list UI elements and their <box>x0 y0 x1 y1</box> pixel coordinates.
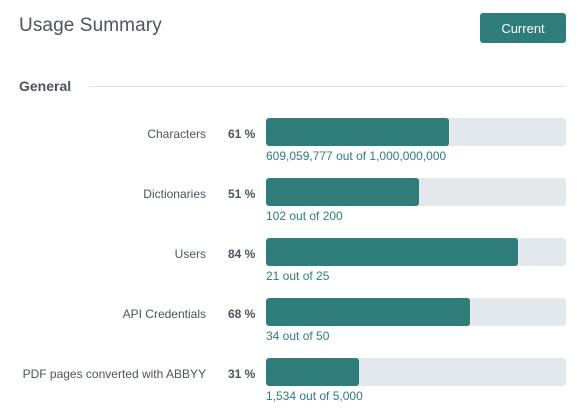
usage-label: API Credentials <box>122 307 206 321</box>
usage-percent: 84 % <box>228 247 256 261</box>
usage-detail: 1,534 out of 5,000 <box>266 389 363 403</box>
usage-label: Dictionaries <box>143 187 206 201</box>
usage-progress-bar <box>266 298 566 326</box>
usage-progress-fill <box>266 238 518 266</box>
usage-progress-fill <box>266 178 419 206</box>
usage-progress-bar <box>266 238 566 266</box>
usage-progress-bar <box>266 358 566 386</box>
usage-detail: 21 out of 25 <box>266 269 330 283</box>
usage-progress-bar <box>266 118 566 146</box>
usage-progress-fill <box>266 358 359 386</box>
usage-detail: 102 out of 200 <box>266 209 343 223</box>
usage-row-users: Users 84 % 21 out of 25 <box>0 238 584 298</box>
usage-progress-bar <box>266 178 566 206</box>
usage-label: Characters <box>147 127 206 141</box>
usage-label: Users <box>174 247 206 261</box>
usage-progress-fill <box>266 118 449 146</box>
usage-row-api-credentials: API Credentials 68 % 34 out of 50 <box>0 298 584 358</box>
usage-percent: 31 % <box>228 367 256 381</box>
usage-percent: 51 % <box>228 187 256 201</box>
usage-row-pdf-pages: PDF pages converted with ABBYY 31 % 1,53… <box>0 358 584 410</box>
page-title: Usage Summary <box>19 15 162 36</box>
section-header-general: General <box>19 78 566 96</box>
section-title: General <box>19 78 72 94</box>
usage-row-dictionaries: Dictionaries 51 % 102 out of 200 <box>0 178 584 238</box>
usage-progress-fill <box>266 298 470 326</box>
current-button[interactable]: Current <box>480 13 566 43</box>
usage-detail: 34 out of 50 <box>266 329 330 343</box>
usage-percent: 68 % <box>228 307 256 321</box>
usage-detail: 609,059,777 out of 1,000,000,000 <box>266 149 447 163</box>
usage-row-characters: Characters 61 % 609,059,777 out of 1,000… <box>0 118 584 178</box>
section-divider <box>89 86 566 87</box>
usage-label: PDF pages converted with ABBYY <box>22 367 206 381</box>
usage-percent: 61 % <box>228 127 256 141</box>
